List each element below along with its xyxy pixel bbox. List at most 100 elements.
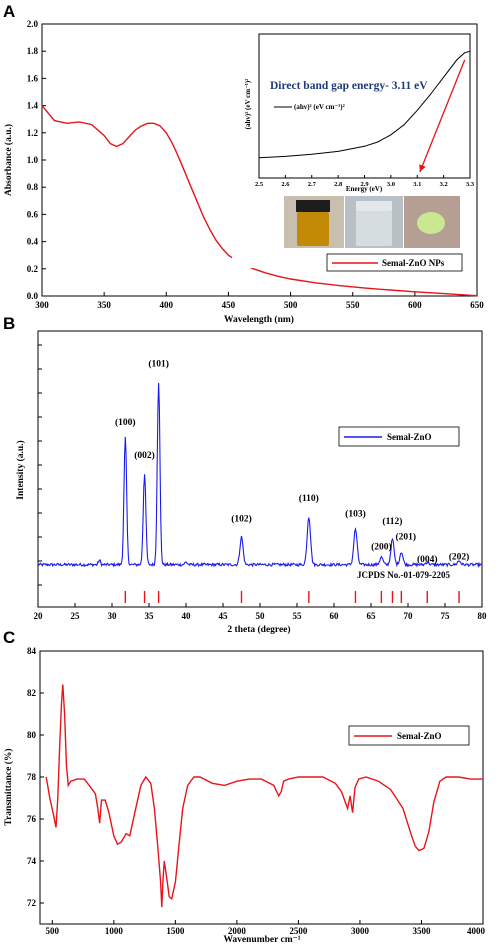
panel-b-letter: B (3, 314, 15, 333)
xrd-peak-label: (101) (148, 359, 169, 370)
panel-c-xtick-label: 2500 (289, 926, 308, 936)
panel-a-xtick-label: 650 (470, 300, 484, 310)
panel-b-xtick-label: 30 (108, 611, 118, 621)
inset-ylabel: (ahv)² (eV cm⁻¹)² (244, 79, 252, 130)
inset-xtick-label: 3.1 (413, 181, 421, 188)
inset-xtick-label: 3.0 (387, 181, 395, 188)
panel-b-xtick-label: 45 (219, 611, 229, 621)
panel-b-xtick-label: 60 (330, 611, 340, 621)
inset-arrow (419, 59, 466, 173)
inset-xtick-label: 3.2 (440, 181, 448, 188)
panel-b-xtick-label: 20 (34, 611, 44, 621)
jcpds-annotation: JCPDS No.-01-079-2205 (357, 570, 450, 580)
inset-xlabel: Energy (eV) (346, 185, 383, 193)
xrd-peak-label: (110) (299, 493, 319, 504)
panel-b-legend-label: Semal-ZnO (387, 432, 432, 442)
panel-c-xtick-label: 1500 (166, 926, 185, 936)
xrd-peak-label: (100) (115, 417, 136, 428)
xrd-peak-label: (102) (231, 514, 252, 525)
panel-c-xtick-label: 3000 (351, 926, 370, 936)
panel-a-legend-label: Semal-ZnO NPs (382, 258, 445, 268)
panel-b-xtick-label: 55 (293, 611, 303, 621)
panel-c-ytick-label: 72 (27, 898, 37, 908)
inset-arrowhead (419, 164, 426, 172)
panel-c-ytick-label: 80 (27, 730, 37, 740)
panel-c-xtick-label: 500 (46, 926, 60, 936)
vial-solution-amber (297, 212, 329, 246)
panel-a-ylabel: Absorbance (a.u.) (3, 124, 14, 196)
xrd-peak-label: (103) (345, 508, 366, 519)
panel-c-series-line (45, 684, 483, 908)
inset-xtick-label: 2.7 (308, 181, 317, 188)
panel-b-xtick-label: 25 (71, 611, 81, 621)
panel-b-peak-labels: (100) (002) (101) (102) (110) (103) (200) (112)… (115, 359, 469, 566)
panel-a-ytick-label: 1.6 (27, 73, 39, 83)
panel-c-ylabel: Transmittance (%) (3, 748, 14, 825)
panel-a-letter: A (3, 2, 15, 21)
panel-b: B 20 25 30 35 40 45 50 55 60 65 70 75 80 2 theta (de… (3, 314, 487, 635)
panel-a-xtick-label: 500 (284, 300, 298, 310)
panel-a-series-line (41, 105, 478, 297)
xrd-peak-label: (112) (382, 516, 402, 527)
xrd-peak-label: (004) (417, 554, 438, 565)
panel-c-ytick-label: 84 (27, 646, 37, 656)
panel-a-ytick-label: 2.0 (27, 19, 39, 29)
xrd-peak-label: (002) (134, 450, 155, 461)
panel-a-ytick-label: 0.6 (27, 209, 39, 219)
panel-b-series-line (37, 382, 483, 569)
panel-a-inset: Direct band gap energy- 3.11 eV (ahv)² (… (232, 26, 475, 272)
panel-a: A 300 350 400 450 500 550 600 650 0.00.20.40.60… (3, 2, 484, 325)
inset-xticks: 2.5 2.6 2.7 2.8 2.9 3.0 3.1 3.2 3.3 (255, 175, 475, 188)
panel-a-xtick-label: 350 (97, 300, 111, 310)
panel-a-xtick-label: 550 (346, 300, 360, 310)
panel-b-reference-lines (124, 591, 460, 603)
panel-c-xtick-label: 3500 (412, 926, 431, 936)
panel-c-xtick-label: 1000 (105, 926, 124, 936)
panel-a-ytick-label: 1.2 (27, 128, 39, 138)
panel-a-xlabel: Wavelength (nm) (224, 314, 294, 325)
panel-c-xticks: 500 1000 1500 2000 2500 3000 3500 4000 (46, 920, 486, 936)
panel-c-xlabel: Wavenumber cm⁻¹ (223, 935, 300, 945)
vial-liquid-clear (356, 211, 392, 246)
panel-b-xticks: 20 25 30 35 40 45 50 55 60 65 70 75 80 (34, 603, 488, 621)
panel-a-xtick-label: 450 (222, 300, 236, 310)
inset-title: Direct band gap energy- 3.11 eV (270, 80, 428, 92)
panel-a-xtick-label: 600 (408, 300, 422, 310)
panel-a-ytick-label: 0.4 (27, 237, 39, 247)
panel-b-xtick-label: 65 (367, 611, 377, 621)
panel-b-legend-box (338, 426, 460, 447)
vial-cap-clear (356, 201, 392, 211)
panel-b-xlabel: 2 theta (degree) (227, 624, 290, 635)
panel-b-yticks (38, 344, 42, 586)
sample-photos (284, 196, 460, 248)
inset-xtick-label: 2.5 (255, 181, 264, 188)
xrd-peak-label: (202) (449, 552, 470, 563)
panel-b-ylabel: Intensity (a.u.) (15, 440, 26, 499)
panel-b-xtick-label: 80 (478, 611, 488, 621)
panel-b-xtick-label: 35 (145, 611, 155, 621)
panel-c-ytick-label: 74 (27, 856, 37, 866)
inset-xtick-label: 3.3 (466, 181, 475, 188)
panel-c-yticks: 72 74 76 78 80 82 84 (27, 646, 44, 908)
panel-a-xtick-label: 300 (35, 300, 49, 310)
panel-b-xtick-label: 70 (404, 611, 414, 621)
panel-a-ytick-label: 0.0 (27, 291, 39, 301)
panel-c-ytick-label: 76 (27, 814, 37, 824)
vial-cap-dark (296, 200, 330, 212)
panel-a-xtick-label: 400 (160, 300, 174, 310)
panel-c-xtick-label: 4000 (467, 926, 486, 936)
panel-c-letter: C (3, 628, 15, 647)
panel-a-xticks: 300 350 400 450 500 550 600 650 (35, 292, 484, 310)
powder-nanoparticles (417, 212, 445, 234)
panel-a-ytick-label: 1.8 (27, 46, 39, 56)
inset-xtick-label: 2.9 (360, 181, 369, 188)
panel-a-yticks: 0.0 0.2 0.4 0.6 0.8 1.0 1.2 1.4 1.6 1.8 2.0 (27, 19, 46, 301)
panel-c-legend-label: Semal-ZnO (397, 731, 442, 741)
inset-curve (258, 50, 471, 159)
panel-b-xtick-label: 75 (441, 611, 451, 621)
panel-c-legend-box (348, 725, 470, 746)
panel-a-ytick-label: 1.0 (27, 155, 39, 165)
panel-a-legend-box (326, 253, 463, 272)
panel-c-frame (39, 650, 484, 925)
